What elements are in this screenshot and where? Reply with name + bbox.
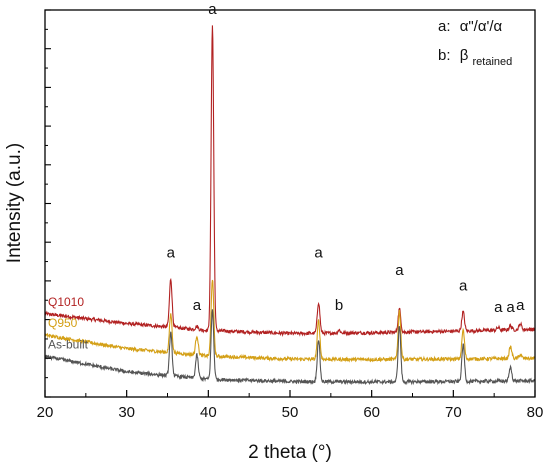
peak-label-1: a <box>193 297 202 314</box>
x-tick-label-20: 20 <box>37 404 54 421</box>
peak-label-5: a <box>395 262 404 279</box>
peak-label-3: a <box>314 245 323 262</box>
peak-label-6: a <box>459 278 468 295</box>
series-line-as-built <box>44 309 536 386</box>
y-axis-title: Intensity (a.u.) <box>4 143 25 263</box>
tick-layer: 20 30 40 50 60 70 80 <box>37 9 544 421</box>
legend-entry-a: a: α"/α'/α <box>438 18 503 35</box>
peak-label-0: a <box>167 245 176 262</box>
peak-label-9: a <box>516 297 525 314</box>
series-line-q1010 <box>44 25 536 337</box>
legend-entry-b: b: β retained <box>438 47 512 68</box>
peak-label-8: a <box>506 299 515 316</box>
series-label-as-built: As-built <box>48 337 89 351</box>
x-tick-label-30: 30 <box>118 404 135 421</box>
legend-text-a: α"/α'/α <box>460 18 503 35</box>
x-tick-label-50: 50 <box>282 404 299 421</box>
legend-key-a: a: <box>438 18 451 35</box>
legend: a: α"/α'/α b: β retained <box>438 18 512 68</box>
x-tick-label-60: 60 <box>363 404 380 421</box>
legend-key-b: b: <box>438 47 451 64</box>
legend-text-b: β <box>460 47 469 64</box>
peak-label-2: a <box>208 1 217 18</box>
series-label-q1010: Q1010 <box>48 295 84 309</box>
series-label-q950: Q950 <box>48 316 78 330</box>
series-layer <box>44 25 536 386</box>
peak-label-4: b <box>335 297 343 314</box>
x-tick-label-80: 80 <box>527 404 544 421</box>
legend-subscript-b: retained <box>473 56 513 68</box>
x-tick-label-70: 70 <box>445 404 462 421</box>
series-line-q950 <box>44 279 536 363</box>
x-axis-title: 2 theta (°) <box>248 442 332 463</box>
peak-label-7: a <box>494 299 503 316</box>
x-tick-label-40: 40 <box>200 404 217 421</box>
